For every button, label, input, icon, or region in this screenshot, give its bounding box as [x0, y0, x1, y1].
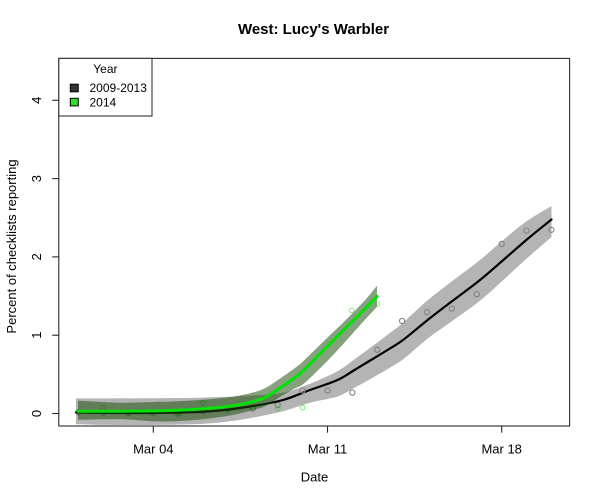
svg-text:West: Lucy's Warbler: West: Lucy's Warbler	[238, 21, 389, 38]
svg-text:2014: 2014	[90, 95, 117, 109]
svg-text:Mar 18: Mar 18	[481, 441, 521, 456]
svg-text:3: 3	[29, 175, 44, 182]
svg-text:Date: Date	[301, 470, 328, 485]
svg-text:Percent of checklists reportin: Percent of checklists reporting	[4, 159, 19, 333]
svg-text:Year: Year	[93, 62, 117, 76]
svg-text:2: 2	[29, 253, 44, 260]
svg-text:4: 4	[29, 97, 44, 104]
svg-text:1: 1	[29, 332, 44, 339]
svg-text:0: 0	[29, 410, 44, 417]
svg-text:Mar 11: Mar 11	[308, 441, 348, 456]
svg-text:2009-2013: 2009-2013	[90, 81, 148, 95]
svg-text:Mar 04: Mar 04	[133, 441, 173, 456]
